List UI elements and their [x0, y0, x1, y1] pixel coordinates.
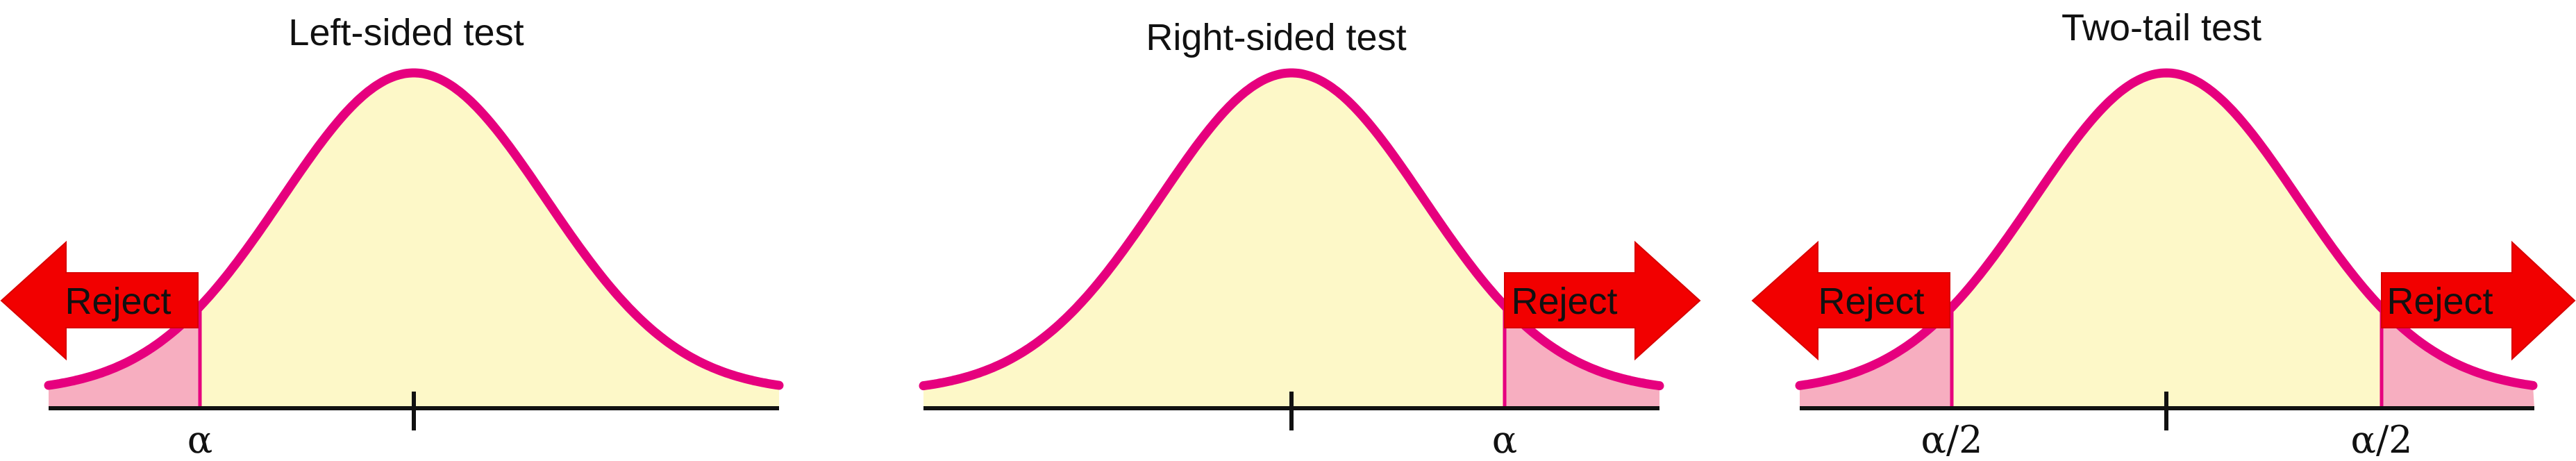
rejection-region-left — [1800, 307, 1952, 408]
panel-right-sided: Right-sided test Reject α — [919, 17, 1701, 461]
reject-arrow-left — [0, 240, 199, 361]
panel-title: Right-sided test — [1146, 17, 1406, 58]
panel-title: Left-sided test — [288, 12, 524, 53]
curve-fill-body — [923, 73, 1659, 408]
critical-value-label: α — [1492, 418, 1517, 461]
panel-two-tail: Two-tail test Reject Reject α/2 α/2 — [1751, 7, 2576, 461]
panel-title: Two-tail test — [2061, 7, 2261, 49]
critical-value-label: α — [187, 418, 212, 461]
bell-curve — [44, 68, 784, 390]
rejection-region-left — [49, 306, 200, 408]
curve-fill-body — [1800, 73, 2534, 408]
reject-label: Reject — [1511, 280, 1617, 322]
critical-value-label: α/2 — [2350, 418, 2412, 461]
reject-arrow-left — [1751, 240, 1950, 361]
reject-label: Reject — [65, 280, 171, 322]
bell-curve — [1795, 68, 2538, 390]
reject-arrow-right — [1504, 240, 1701, 361]
reject-label: Reject — [2386, 280, 2493, 322]
bell-curve — [919, 68, 1664, 391]
rejection-region-right — [2382, 308, 2534, 408]
reject-arrow-right — [2381, 240, 2576, 361]
critical-value-label: α/2 — [1921, 418, 1982, 461]
reject-label: Reject — [1818, 280, 1924, 322]
panel-left-sided: Left-sided test Reject α — [0, 12, 784, 461]
curve-fill-body — [49, 73, 779, 408]
